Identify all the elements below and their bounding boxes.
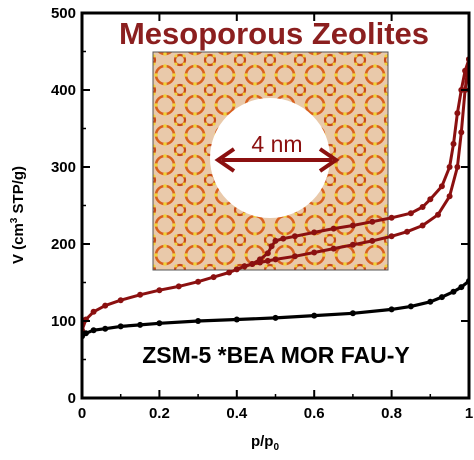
x-tick-label: 0.8 bbox=[381, 405, 402, 422]
microporous-point bbox=[90, 327, 97, 334]
materials-label: ZSM-5 *BEA MOR FAU-Y bbox=[142, 342, 410, 368]
series-group bbox=[82, 56, 469, 340]
microporous-point bbox=[102, 325, 109, 332]
mesoporous-adsorption-point bbox=[458, 129, 465, 136]
x-tick-label: 0 bbox=[78, 405, 86, 422]
mesoporous-adsorption-point bbox=[388, 233, 395, 240]
microporous-point bbox=[450, 288, 457, 295]
mesoporous-desorption-point bbox=[369, 218, 376, 225]
mesoporous-adsorption-point bbox=[454, 164, 461, 170]
microporous-point bbox=[438, 294, 445, 301]
mesoporous-desorption-point bbox=[268, 243, 275, 250]
mesoporous-desorption-point bbox=[257, 256, 263, 263]
mesoporous-adsorption-point bbox=[156, 287, 163, 294]
mesoporous-desorption-point bbox=[291, 233, 298, 240]
mesoporous-desorption-point bbox=[450, 140, 457, 147]
microporous-point bbox=[156, 320, 163, 327]
microporous-point bbox=[427, 298, 434, 305]
x-tick-label: 1 bbox=[465, 405, 473, 422]
mesoporous-desorption-point bbox=[349, 222, 356, 229]
y-axis-ticks: 0 100 200 300 400 500 bbox=[51, 5, 469, 407]
pore-size-label: 4 nm bbox=[251, 131, 302, 157]
microporous-point bbox=[117, 323, 124, 330]
mesoporous-adsorption-point bbox=[90, 308, 97, 315]
microporous-point bbox=[388, 306, 395, 313]
mesoporous-adsorption-point bbox=[311, 249, 318, 256]
mesoporous-adsorption-point bbox=[330, 245, 337, 252]
microporous-point bbox=[233, 316, 240, 323]
mesoporous-desorption-point bbox=[462, 67, 469, 74]
mesoporous-desorption-point bbox=[438, 183, 445, 190]
y-tick-label: 400 bbox=[51, 82, 76, 99]
microporous-point bbox=[272, 314, 279, 321]
mesoporous-desorption-point bbox=[280, 235, 287, 242]
x-tick-label: 0.6 bbox=[304, 405, 325, 422]
mesoporous-desorption-point bbox=[388, 214, 395, 221]
microporous-point bbox=[137, 321, 144, 328]
mesoporous-adsorption-point bbox=[264, 257, 271, 264]
mesoporous-desorption-point bbox=[264, 250, 271, 257]
pore-size-arrow bbox=[214, 147, 340, 173]
mesoporous-adsorption-point bbox=[210, 274, 217, 281]
mesoporous-adsorption-point bbox=[175, 283, 182, 290]
y-axis-label: V (cm3 STP/g) bbox=[9, 166, 27, 264]
mesoporous-adsorption-point bbox=[102, 302, 109, 309]
y-tick-label: 300 bbox=[51, 159, 76, 176]
chart-title: Mesoporous Zeolites bbox=[119, 16, 429, 51]
mesoporous-desorption-point bbox=[454, 110, 461, 117]
x-axis-ticks: 0 0.2 0.4 0.6 0.8 1 bbox=[78, 13, 473, 422]
y-tick-label: 100 bbox=[51, 313, 76, 330]
mesoporous-adsorption-point bbox=[369, 237, 376, 244]
mesoporous-adsorption-point bbox=[435, 211, 441, 218]
mesoporous-adsorption-point bbox=[446, 193, 453, 200]
mesoporous-adsorption-point bbox=[137, 291, 144, 298]
microporous-point bbox=[82, 330, 89, 337]
mesoporous-desorption-point bbox=[249, 261, 256, 267]
mesoporous-desorption-point bbox=[311, 229, 318, 236]
mesoporous-desorption-point bbox=[419, 204, 426, 210]
mesoporous-adsorption-point bbox=[419, 222, 426, 229]
microporous-point bbox=[349, 310, 356, 317]
microporous-point bbox=[458, 284, 465, 291]
microporous-point bbox=[195, 318, 202, 324]
mesoporous-adsorption-point bbox=[195, 278, 202, 285]
mesoporous-adsorption-point bbox=[291, 253, 298, 260]
y-tick-label: 0 bbox=[68, 390, 76, 407]
microporous-point bbox=[311, 312, 318, 319]
y-tick-label: 200 bbox=[51, 236, 76, 253]
mesoporous-adsorption-point bbox=[404, 228, 411, 235]
mesoporous-desorption-point bbox=[446, 164, 453, 170]
mesoporous-desorption-point bbox=[241, 263, 248, 270]
mesoporous-adsorption-point bbox=[117, 297, 124, 304]
mesoporous-adsorption-point bbox=[226, 269, 233, 276]
x-tick-label: 0.2 bbox=[149, 405, 170, 422]
mesoporous-adsorption-point bbox=[349, 241, 356, 248]
microporous-point bbox=[407, 303, 414, 310]
mesoporous-adsorption-point bbox=[233, 266, 240, 273]
x-axis-label: p/p0 bbox=[251, 433, 280, 453]
mesoporous-desorption-point bbox=[407, 210, 414, 217]
mesoporous-adsorption-point bbox=[272, 256, 279, 263]
x-tick-label: 0.4 bbox=[226, 405, 248, 422]
mesoporous-desorption-point bbox=[427, 196, 434, 203]
mesoporous-desorption-point bbox=[272, 237, 279, 244]
mesoporous-desorption-point bbox=[330, 225, 337, 232]
y-tick-label: 500 bbox=[51, 5, 76, 22]
